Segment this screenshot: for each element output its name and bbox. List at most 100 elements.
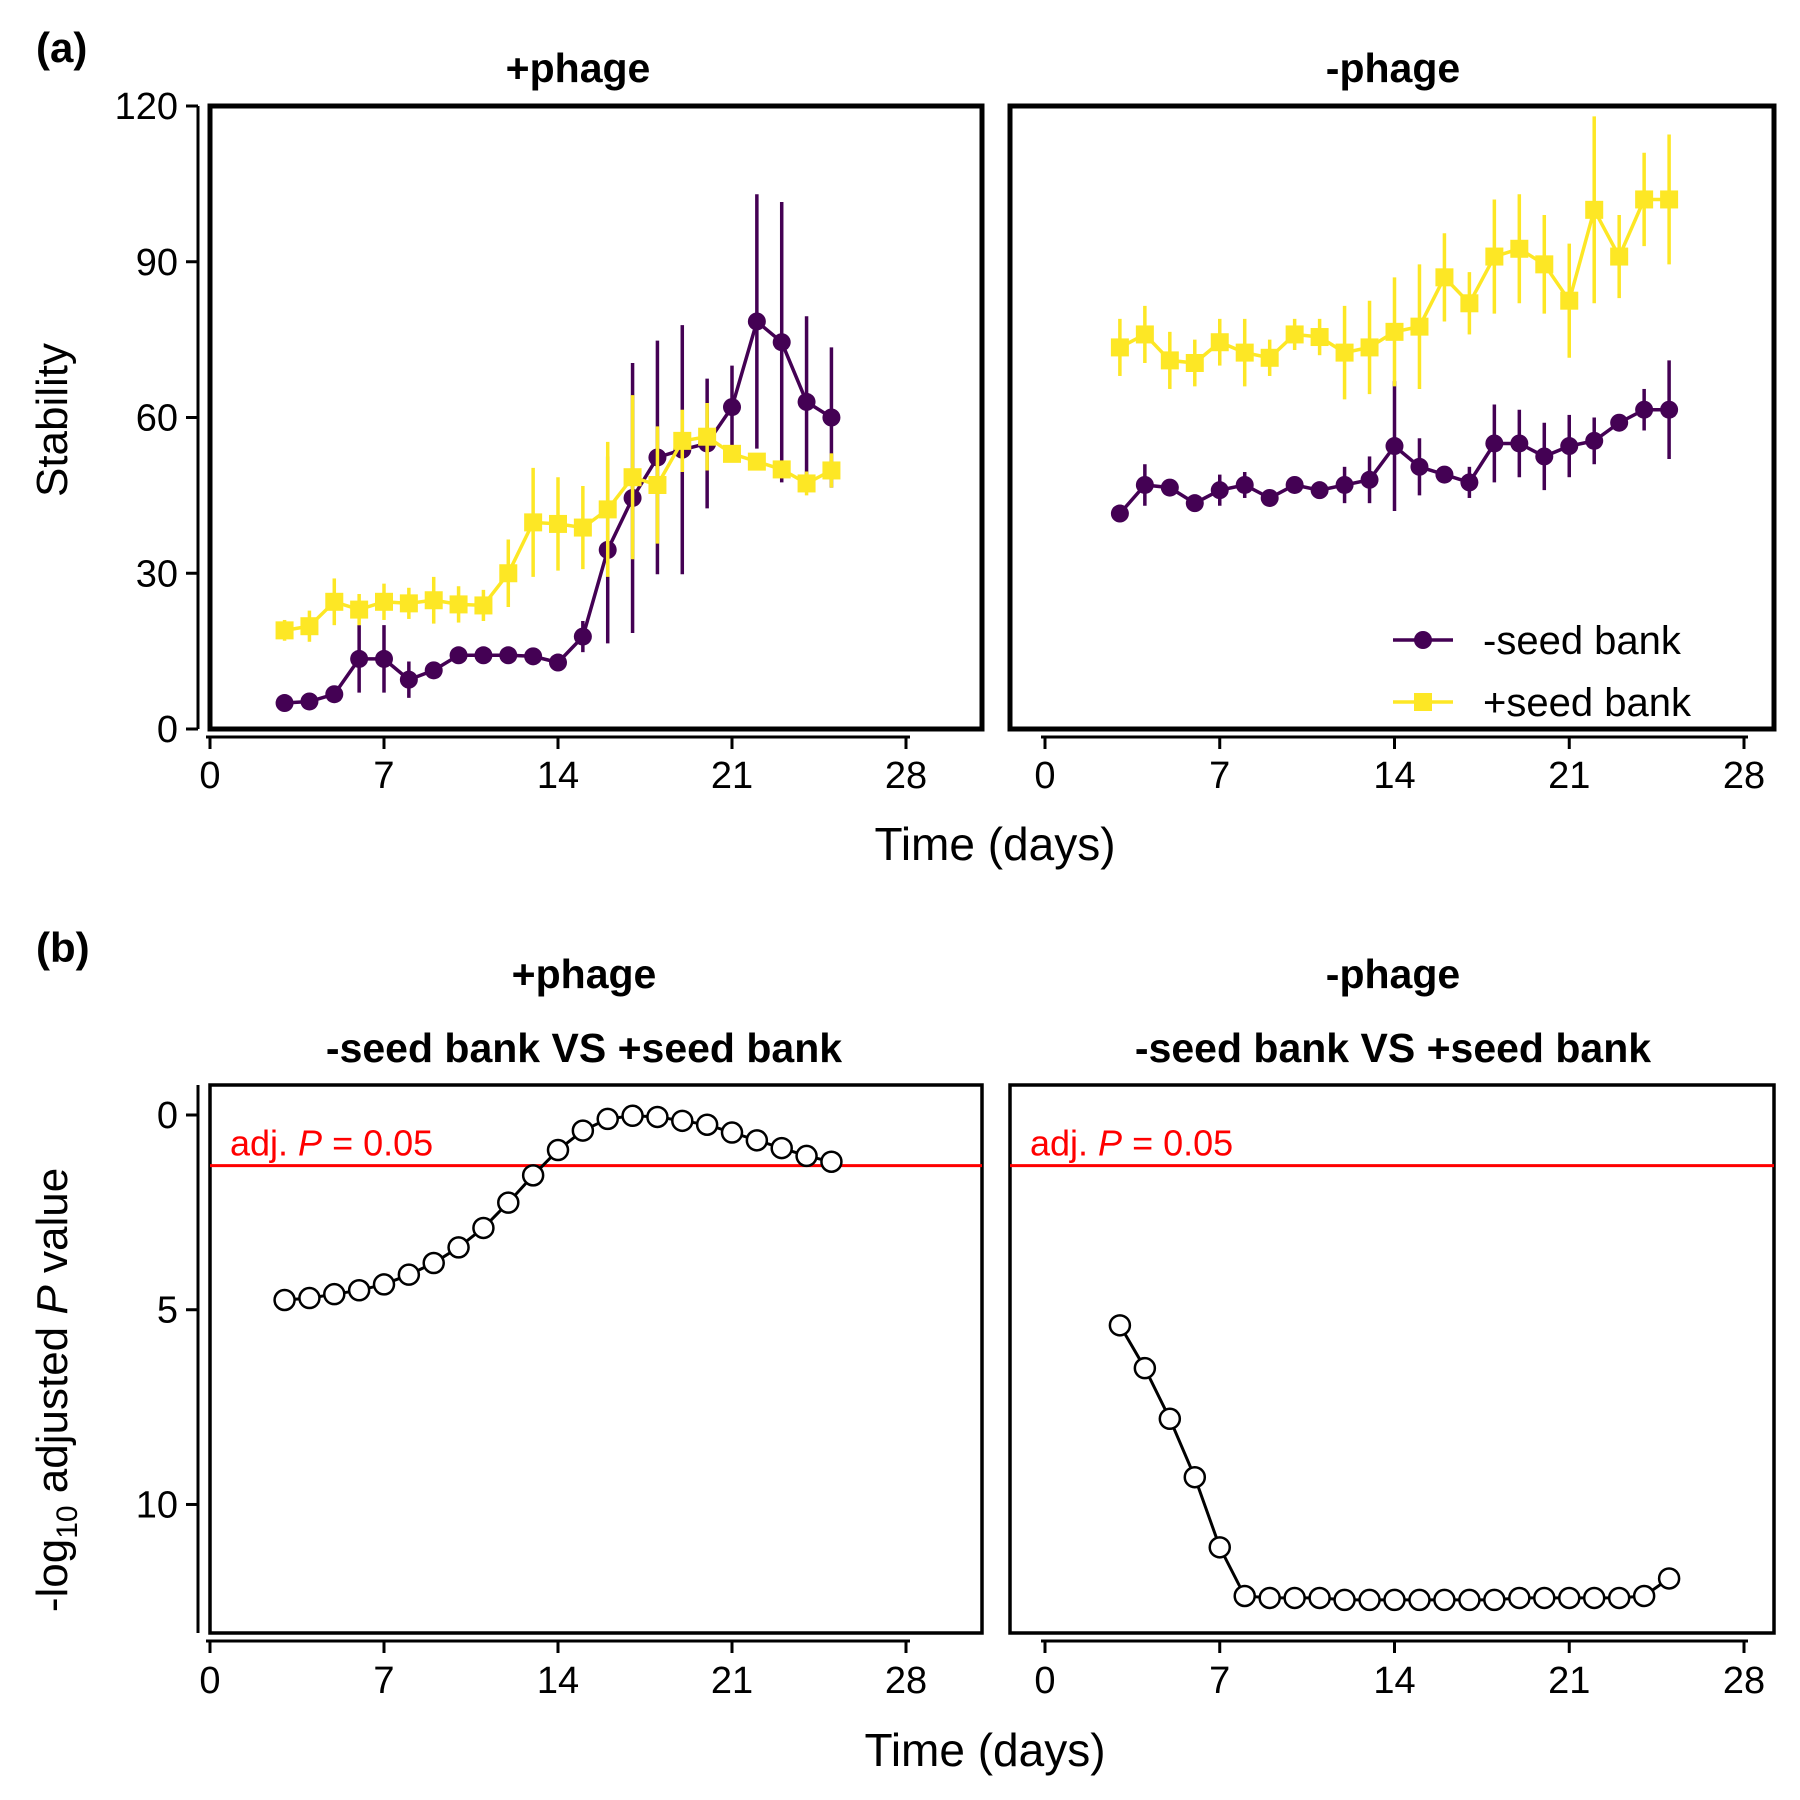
data-point <box>397 1263 421 1286</box>
panel-b-left-subtitle: -seed bank VS +seed bank <box>326 1025 842 1071</box>
data-point <box>1135 475 1154 494</box>
data-point <box>1385 437 1404 456</box>
x-tick-label: 14 <box>537 755 579 797</box>
x-tick-label: 21 <box>1548 755 1590 797</box>
data-point <box>723 398 741 417</box>
panel-a-label: (a) <box>36 24 87 71</box>
data-point <box>1335 475 1354 494</box>
data-point <box>1260 488 1279 507</box>
x-tick-label: 7 <box>1209 755 1230 797</box>
data-point <box>1185 353 1204 372</box>
data-point <box>350 649 369 668</box>
data-point <box>1283 1586 1306 1610</box>
data-point <box>571 1119 595 1142</box>
data-point <box>1558 1586 1581 1610</box>
data-point <box>747 312 766 331</box>
data-point <box>325 685 344 704</box>
data-point <box>1110 338 1129 357</box>
x-tick-label: 28 <box>1723 755 1765 797</box>
data-point <box>1335 343 1354 362</box>
plot-frame <box>208 1083 984 1635</box>
data-point <box>820 1150 843 1173</box>
data-point <box>474 646 493 665</box>
x-tick-label: 0 <box>1034 1660 1055 1702</box>
data-point <box>300 617 319 636</box>
data-point <box>422 1251 445 1275</box>
data-point <box>323 1282 346 1306</box>
data-point <box>1160 478 1179 497</box>
data-point <box>695 1113 719 1136</box>
data-point <box>621 1104 644 1128</box>
data-point <box>1410 457 1429 476</box>
panel-b-right-subtitle: -seed bank VS +seed bank <box>1135 1025 1651 1071</box>
series-seed-bank <box>275 395 841 642</box>
data-point <box>1133 1356 1157 1380</box>
data-point <box>720 1121 744 1144</box>
data-point <box>1635 190 1654 209</box>
data-point <box>1210 333 1229 352</box>
data-point <box>1285 475 1304 494</box>
data-point <box>1235 475 1254 494</box>
data-point <box>1435 268 1454 287</box>
x-tick-label: 7 <box>1209 1660 1230 1702</box>
data-point <box>822 461 841 480</box>
data-point <box>1385 322 1404 341</box>
data-point <box>573 518 592 537</box>
legend-marker <box>1414 631 1432 649</box>
data-point <box>1260 348 1279 367</box>
data-point <box>1610 247 1629 266</box>
data-point <box>1485 434 1504 453</box>
threshold-label: adj. P = 0.05 <box>1030 1123 1233 1164</box>
series-seed-bank <box>1110 116 1679 400</box>
data-point <box>747 452 766 471</box>
data-point <box>1535 447 1554 466</box>
data-point <box>1208 1536 1231 1559</box>
data-point <box>1408 1588 1431 1612</box>
data-point <box>745 1129 769 1152</box>
data-point <box>1610 413 1629 432</box>
series-p-value <box>273 1104 843 1312</box>
x-tick-label: 7 <box>373 755 394 797</box>
panel-a-x-axis-label: Time (days) <box>874 818 1115 870</box>
data-point <box>447 1236 470 1259</box>
x-tick-label: 21 <box>711 755 753 797</box>
data-point <box>424 661 443 680</box>
data-point <box>648 475 667 494</box>
data-point <box>347 1279 371 1302</box>
data-point <box>1333 1588 1356 1612</box>
data-point <box>1210 481 1229 500</box>
x-tick-label: 14 <box>1373 1660 1415 1702</box>
data-point <box>723 444 741 463</box>
data-point <box>1607 1586 1631 1610</box>
data-point <box>1533 1586 1556 1610</box>
data-point <box>1657 1567 1681 1590</box>
data-point <box>1660 190 1679 209</box>
data-point <box>275 621 294 640</box>
x-tick-label: 0 <box>1034 755 1055 797</box>
x-tick-label: 28 <box>885 755 927 797</box>
panel-b-left-title: +phage <box>512 951 657 997</box>
legend-marker <box>1414 693 1432 711</box>
series-line <box>1118 1324 1670 1602</box>
data-point <box>300 692 319 711</box>
data-point <box>1483 1588 1506 1612</box>
threshold-label: adj. P = 0.05 <box>230 1123 433 1164</box>
plot-frame <box>1007 103 1777 732</box>
data-point <box>1560 291 1579 310</box>
y-tick-label: 0 <box>157 1095 178 1137</box>
data-point <box>795 1144 818 1168</box>
legend-label: -seed bank <box>1483 619 1682 663</box>
data-point <box>1310 328 1329 347</box>
series-p-value <box>1108 1314 1681 1612</box>
data-point <box>549 653 567 672</box>
plot-b-minus-phage: 0 7 14 21 28 adj. P = 0.05 <box>1008 1083 1776 1702</box>
data-point <box>524 513 543 532</box>
data-point <box>521 1164 545 1187</box>
data-point <box>1135 325 1154 344</box>
data-point <box>549 514 567 533</box>
data-point <box>399 594 418 613</box>
x-tick-label: 7 <box>373 1660 394 1702</box>
data-point <box>596 1107 619 1131</box>
data-point <box>1158 1407 1182 1431</box>
